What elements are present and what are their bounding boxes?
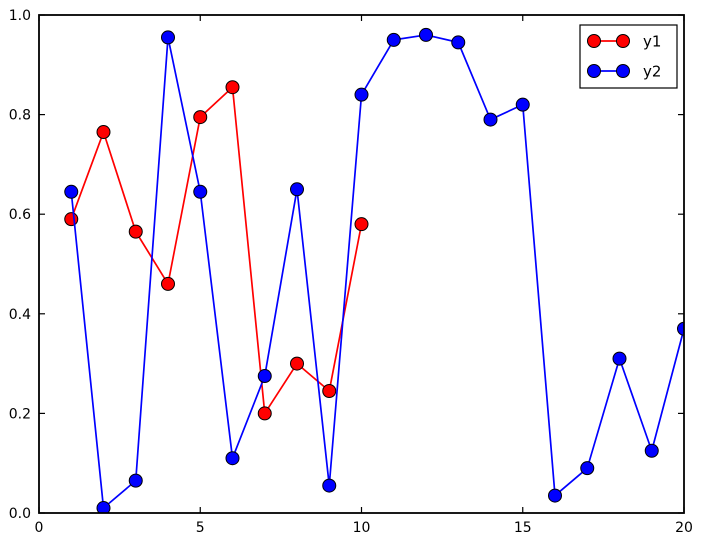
series-y2-point [612, 351, 627, 366]
series-y2-point [644, 443, 659, 458]
series-y1-point [225, 80, 240, 95]
series-y2-point [515, 97, 530, 112]
series-y1-point [257, 406, 272, 421]
series-y2-point [193, 184, 208, 199]
series-y2-point [290, 182, 304, 197]
series-y2-point [64, 184, 79, 199]
series-y1-point [64, 212, 79, 227]
series-y2-point [257, 369, 272, 384]
plot-border [38, 14, 685, 514]
y-axis-tick-label: 0.6 [9, 207, 31, 223]
series-y2-point [96, 501, 111, 513]
x-axis-tick-label: 10 [353, 520, 371, 536]
series-y2-point [225, 451, 240, 466]
legend-entry-label: y1 [643, 33, 661, 51]
axis-tick-labels: 0 5 10 15 20 0.0 0.2 0.4 0.6 0.8 1.0 [9, 8, 693, 536]
series-y1 [64, 80, 369, 421]
series-y2-point [548, 488, 562, 503]
series-y1-line [70, 86, 363, 415]
x-axis-tick-label: 5 [196, 520, 205, 536]
y-axis-tick-label: 0.2 [9, 406, 31, 422]
series-y1-point [161, 276, 175, 291]
legend: y1 y2 [579, 24, 678, 89]
series-y1-point [290, 356, 304, 371]
y-axis-tick-label: 0.0 [9, 506, 31, 522]
series-y2-point [128, 473, 143, 488]
series-y1-point [354, 217, 369, 232]
series-y1-point [193, 110, 208, 125]
series-y2-point [580, 461, 595, 476]
series-y2-point [677, 321, 684, 336]
series-y2-line [70, 34, 684, 509]
series-y2-point [354, 87, 369, 102]
y-axis-tick-label: 0.8 [9, 108, 31, 124]
legend-sample-marker [616, 34, 630, 48]
x-axis-tick-label: 20 [675, 520, 693, 536]
x-axis-tick-label: 15 [514, 520, 532, 536]
legend-sample-marker [616, 64, 630, 78]
series-y2-point [161, 30, 175, 45]
x-axis-tick-label: 0 [35, 520, 44, 536]
series-y2 [64, 27, 684, 513]
y-axis-tick-label: 1.0 [9, 8, 31, 24]
series-y2-point [451, 35, 466, 50]
series-y1-point [322, 383, 337, 398]
series-y2-point [419, 27, 433, 42]
series-y2-point [483, 112, 498, 127]
legend-sample-marker [587, 64, 601, 78]
series-y2-point [322, 478, 337, 493]
legend-entry-label: y2 [643, 63, 661, 81]
series-y2-point [386, 32, 401, 47]
series-y1-point [128, 224, 143, 239]
y-axis-tick-label: 0.4 [9, 307, 31, 323]
legend-sample-marker [587, 34, 601, 48]
series-y1-point [96, 125, 111, 140]
